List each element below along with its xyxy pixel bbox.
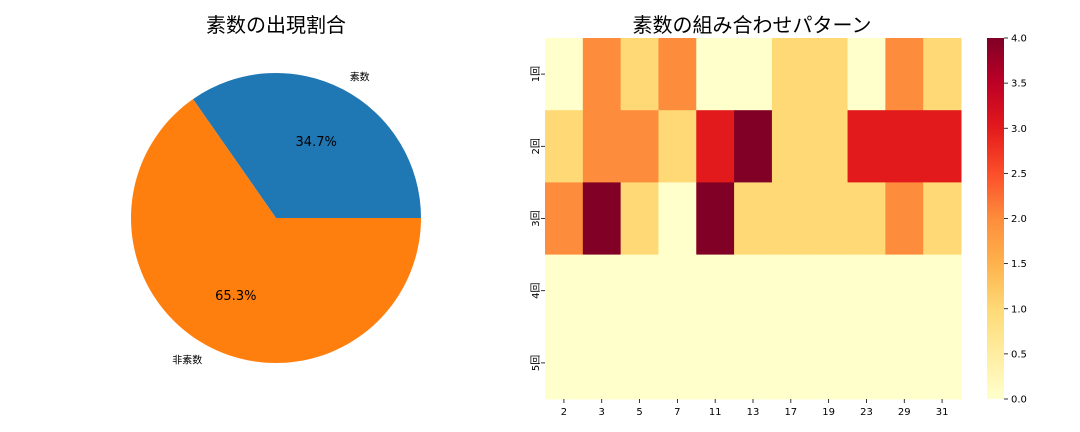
heatmap-cell [809,182,849,256]
heatmap-y-ticks: 1回 2回 3回 4回 5回 [530,66,545,371]
heatmap-cell [658,326,697,400]
heatmap-cell [771,254,811,328]
heatmap-cell [771,38,811,111]
colorbar-tick-label: 0.5 [1011,349,1027,360]
heatmap-cell [582,110,622,183]
heatmap-cell [923,326,962,400]
colorbar-tick-label: 3.5 [1011,79,1027,90]
heatmap-x-tick-label: 7 [674,407,680,418]
heatmap-cell [809,110,849,183]
heatmap-cell [696,38,735,111]
heatmap-cell [923,182,962,256]
pie-chart: 素数の出現割合 素数 34.7% 非素数 65.3% [131,13,422,366]
pie-slice-percent: 65.3% [215,289,256,304]
colorbar-tick-label: 1.0 [1011,304,1027,315]
heatmap-cell [696,254,735,328]
heatmap-cell [885,326,924,400]
heatmap-x-tick-label: 19 [822,407,835,418]
heatmap-cell [847,38,886,111]
heatmap-cell [734,110,773,183]
heatmap-y-tick-label: 1回 [530,66,542,82]
heatmap-x-tick-label: 2 [561,407,567,418]
heatmap-x-tick-label: 13 [747,407,760,418]
heatmap-cell [620,254,659,328]
heatmap-x-tick-label: 11 [709,407,722,418]
heatmap-cell [620,182,659,256]
heatmap-cell [545,38,584,111]
heatmap-cell [923,110,962,183]
heatmap-cell [696,182,735,256]
heatmap-cell [658,38,697,111]
heatmap-cell [582,254,622,328]
colorbar-tick-label: 4.0 [1011,34,1027,45]
heatmap-cell [923,38,962,111]
heatmap-x-tick-label: 5 [636,407,642,418]
heatmap-cell [847,326,886,400]
heatmap-cell [771,182,811,256]
pie-slice-label: 素数 [350,71,370,84]
pie-slice [131,99,422,364]
heatmap-title: 素数の組み合わせパターン [633,13,872,37]
heatmap-y-tick-label: 3回 [530,210,542,226]
heatmap-cell [620,326,659,400]
heatmap-cell [620,38,659,111]
heatmap-cell [545,326,584,400]
heatmap-cell [658,110,697,183]
heatmap-cell [847,110,886,183]
heatmap-cell [696,110,735,183]
heatmap-cell [582,326,622,400]
heatmap-cell [734,38,773,111]
colorbar: 0.0 0.5 1.0 1.5 2.0 2.5 3.0 3.5 4.0 [987,34,1027,406]
heatmap-cell [696,326,735,400]
heatmap-x-tick-label: 31 [936,407,949,418]
heatmap-cell [582,38,622,111]
pie-slice-label: 非素数 [172,353,202,366]
heatmap-cell [545,110,584,183]
pie-chart-title: 素数の出現割合 [206,13,346,37]
heatmap-cell [809,326,849,400]
heatmap-cell [847,254,886,328]
pie-slice-percent: 34.7% [296,135,337,150]
heatmap-cell [885,38,924,111]
pie-slice [193,73,421,218]
heatmap-cell [545,254,584,328]
colorbar-tick-label: 3.0 [1011,124,1027,135]
heatmap-cell [923,254,962,328]
colorbar-tick-label: 2.0 [1011,214,1027,225]
heatmap-cell [809,254,849,328]
colorbar-tick-label: 0.0 [1011,395,1027,406]
heatmap-cell [771,326,811,400]
heatmap-cell [771,110,811,183]
heatmap-x-tick-label: 23 [860,407,873,418]
heatmap-cell [885,254,924,328]
heatmap-cell [734,326,773,400]
heatmap-y-tick-label: 4回 [530,283,542,299]
heatmap-cell [734,254,773,328]
colorbar-tick-label: 2.5 [1011,169,1027,180]
heatmap-cell [734,182,773,256]
heatmap-x-ticks: 2 3 5 7 11 13 17 19 23 29 31 [561,399,949,418]
heatmap-cell [847,182,886,256]
heatmap-cell [620,110,659,183]
heatmap-x-tick-label: 17 [784,407,797,418]
heatmap-chart: 素数の組み合わせパターン 2 3 5 7 11 13 17 19 23 29 31 1回2回3回4回… [530,13,1027,418]
heatmap-cell [658,254,697,328]
heatmap-cell [885,182,924,256]
heatmap-x-tick-label: 3 [599,407,605,418]
colorbar-tick-label: 1.5 [1011,259,1027,270]
heatmap-y-tick-label: 2回 [530,138,542,154]
colorbar-ticks: 0.0 0.5 1.0 1.5 2.0 2.5 3.0 3.5 4.0 [1004,34,1027,406]
heatmap-x-tick-label: 29 [898,407,911,418]
heatmap-cell [658,182,697,256]
pie-slices: 素数 34.7% 非素数 65.3% [131,71,422,366]
colorbar-gradient [987,38,1004,399]
heatmap-cell [582,182,622,256]
heatmap-cell [545,182,584,256]
heatmap-cell [885,110,924,183]
heatmap-y-tick-label: 5回 [530,355,542,371]
heatmap-cell [809,38,849,111]
heatmap-cells [545,38,962,400]
